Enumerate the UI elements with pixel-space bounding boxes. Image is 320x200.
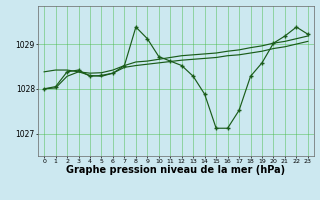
X-axis label: Graphe pression niveau de la mer (hPa): Graphe pression niveau de la mer (hPa) xyxy=(67,165,285,175)
